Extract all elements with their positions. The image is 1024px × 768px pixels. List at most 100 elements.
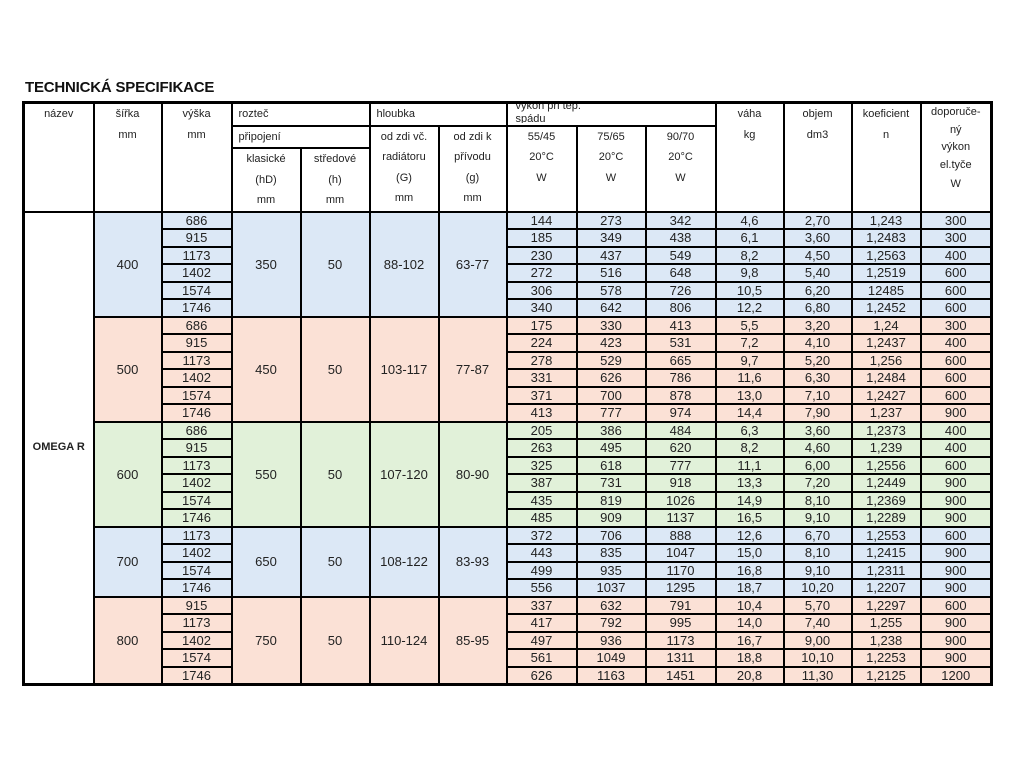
cell-vaha: 13,0 <box>714 385 785 405</box>
header-label: váha <box>737 108 762 120</box>
cell-vykon-75-65: 578 <box>575 280 647 300</box>
cell-koeficient: 1,2373 <box>850 420 922 440</box>
cell-vyska: 1402 <box>160 630 233 650</box>
cell-vaha: 9,8 <box>714 263 785 283</box>
cell-doporuceny-vykon: 900 <box>919 648 993 668</box>
cell-vyska: 1574 <box>160 280 233 300</box>
cell-doporuceny-vykon: 1200 <box>919 665 993 686</box>
cell-objem: 8,10 <box>782 543 853 563</box>
cell-koeficient: 1,2553 <box>850 525 922 545</box>
cell-koeficient: 1,2519 <box>850 263 922 283</box>
header-spad-90-70: 90/70 20°C W <box>644 124 717 213</box>
table-body: OMEGA R 400 686 350 50 88-102 63-77 144 273 342 4,… <box>22 210 993 686</box>
cell-vykon-55-45: 485 <box>505 508 578 528</box>
cell-vyska: 1173 <box>160 350 233 370</box>
cell-vykon-90-70: 1451 <box>644 665 717 686</box>
cell-vyska: 1746 <box>160 298 233 318</box>
page-title: TECHNICKÁ SPECIFIKACE <box>25 79 215 96</box>
cell-hloubka-G: 103-117 <box>368 315 440 423</box>
cell-vaha: 6,3 <box>714 420 785 440</box>
cell-hloubka-G: 110-124 <box>368 595 440 686</box>
cell-koeficient: 1,237 <box>850 403 922 423</box>
cell-vykon-75-65: 777 <box>575 403 647 423</box>
cell-sirka: 800 <box>92 595 163 686</box>
cell-vykon-75-65: 1049 <box>575 648 647 668</box>
header-label: 90/70 <box>666 130 695 143</box>
cell-vyska: 1402 <box>160 473 233 493</box>
header-unit: mm <box>187 128 206 141</box>
cell-vykon-55-45: 417 <box>505 613 578 633</box>
cell-koeficient: 1,2125 <box>850 665 922 686</box>
cell-vykon-55-45: 175 <box>505 315 578 335</box>
header-label: výška <box>182 108 211 120</box>
cell-vykon-90-70: 648 <box>644 263 717 283</box>
cell-vykon-55-45: 278 <box>505 350 578 370</box>
header-label: přívodu <box>454 151 491 163</box>
cell-vykon-55-45: 325 <box>505 455 578 475</box>
header-label: výkon <box>941 141 971 153</box>
cell-vykon-75-65: 330 <box>575 315 647 335</box>
cell-vykon-90-70: 806 <box>644 298 717 318</box>
cell-doporuceny-vykon: 600 <box>919 455 993 475</box>
header-label: 20°C <box>668 151 693 163</box>
header-klasicke: klasické (hD) mm <box>230 147 302 213</box>
cell-vykon-75-65: 1037 <box>575 578 647 598</box>
cell-sirka: 500 <box>92 315 163 423</box>
cell-objem: 7,90 <box>782 403 853 423</box>
header-unit: W <box>605 171 617 184</box>
cell-hloubka-G: 88-102 <box>368 210 440 318</box>
table-row: 700 1173 650 50 108-122 83-93 372 706 888 12,6 6,7… <box>24 525 993 598</box>
cell-vyska: 915 <box>160 438 233 458</box>
cell-vykon-75-65: 632 <box>575 595 647 615</box>
model-name: OMEGA R <box>22 210 95 686</box>
header-unit: mm <box>256 194 276 206</box>
header-label: 20°C <box>529 151 554 163</box>
table-row: 1574 306 578 726 10,5 6,20 12485 600 <box>24 280 993 300</box>
cell-koeficient: 1,2369 <box>850 490 922 510</box>
header-hloubka: hloubka <box>368 101 508 127</box>
cell-vykon-55-45: 387 <box>505 473 578 493</box>
cell-objem: 3,60 <box>782 228 853 248</box>
cell-vykon-55-45: 497 <box>505 630 578 650</box>
cell-vykon-75-65: 700 <box>575 385 647 405</box>
cell-vykon-90-70: 878 <box>644 385 717 405</box>
cell-vykon-90-70: 1173 <box>644 630 717 650</box>
cell-klasicke: 650 <box>230 525 302 598</box>
header-label: ný <box>949 123 962 136</box>
cell-objem: 11,30 <box>782 665 853 686</box>
cell-objem: 7,10 <box>782 385 853 405</box>
table-row: 1746 556 1037 1295 18,7 10,20 1,2207 900 <box>24 578 993 598</box>
cell-objem: 10,20 <box>782 578 853 598</box>
cell-stredove: 50 <box>299 595 371 686</box>
cell-vaha: 4,6 <box>714 210 785 230</box>
cell-hloubka-g: 63-77 <box>437 210 508 318</box>
cell-vykon-90-70: 342 <box>644 210 717 230</box>
cell-vyska: 915 <box>160 333 233 353</box>
header-vaha: váha kg <box>714 101 785 213</box>
cell-koeficient: 1,2207 <box>850 578 922 598</box>
cell-vykon-90-70: 1170 <box>644 560 717 580</box>
header-objem: objem dm3 <box>782 101 853 213</box>
header-unit: mm <box>394 192 414 204</box>
cell-doporuceny-vykon: 600 <box>919 350 993 370</box>
cell-doporuceny-vykon: 600 <box>919 385 993 405</box>
cell-doporuceny-vykon: 400 <box>919 438 993 458</box>
header-unit: W <box>950 178 961 190</box>
cell-vykon-90-70: 1137 <box>644 508 717 528</box>
cell-vyska: 686 <box>160 315 233 335</box>
cell-vyska: 915 <box>160 228 233 248</box>
cell-klasicke: 550 <box>230 420 302 528</box>
table-row: 1402 272 516 648 9,8 5,40 1,2519 600 <box>24 263 993 283</box>
cell-hloubka-g: 83-93 <box>437 525 508 598</box>
cell-vyska: 686 <box>160 210 233 230</box>
cell-koeficient: 1,2297 <box>850 595 922 615</box>
cell-vyska: 1574 <box>160 648 233 668</box>
cell-doporuceny-vykon: 900 <box>919 630 993 650</box>
cell-vykon-75-65: 835 <box>575 543 647 563</box>
cell-doporuceny-vykon: 900 <box>919 490 993 510</box>
cell-sirka: 700 <box>92 525 163 598</box>
cell-vykon-75-65: 642 <box>575 298 647 318</box>
cell-vyska: 1173 <box>160 245 233 265</box>
cell-vykon-90-70: 413 <box>644 315 717 335</box>
cell-vaha: 16,8 <box>714 560 785 580</box>
